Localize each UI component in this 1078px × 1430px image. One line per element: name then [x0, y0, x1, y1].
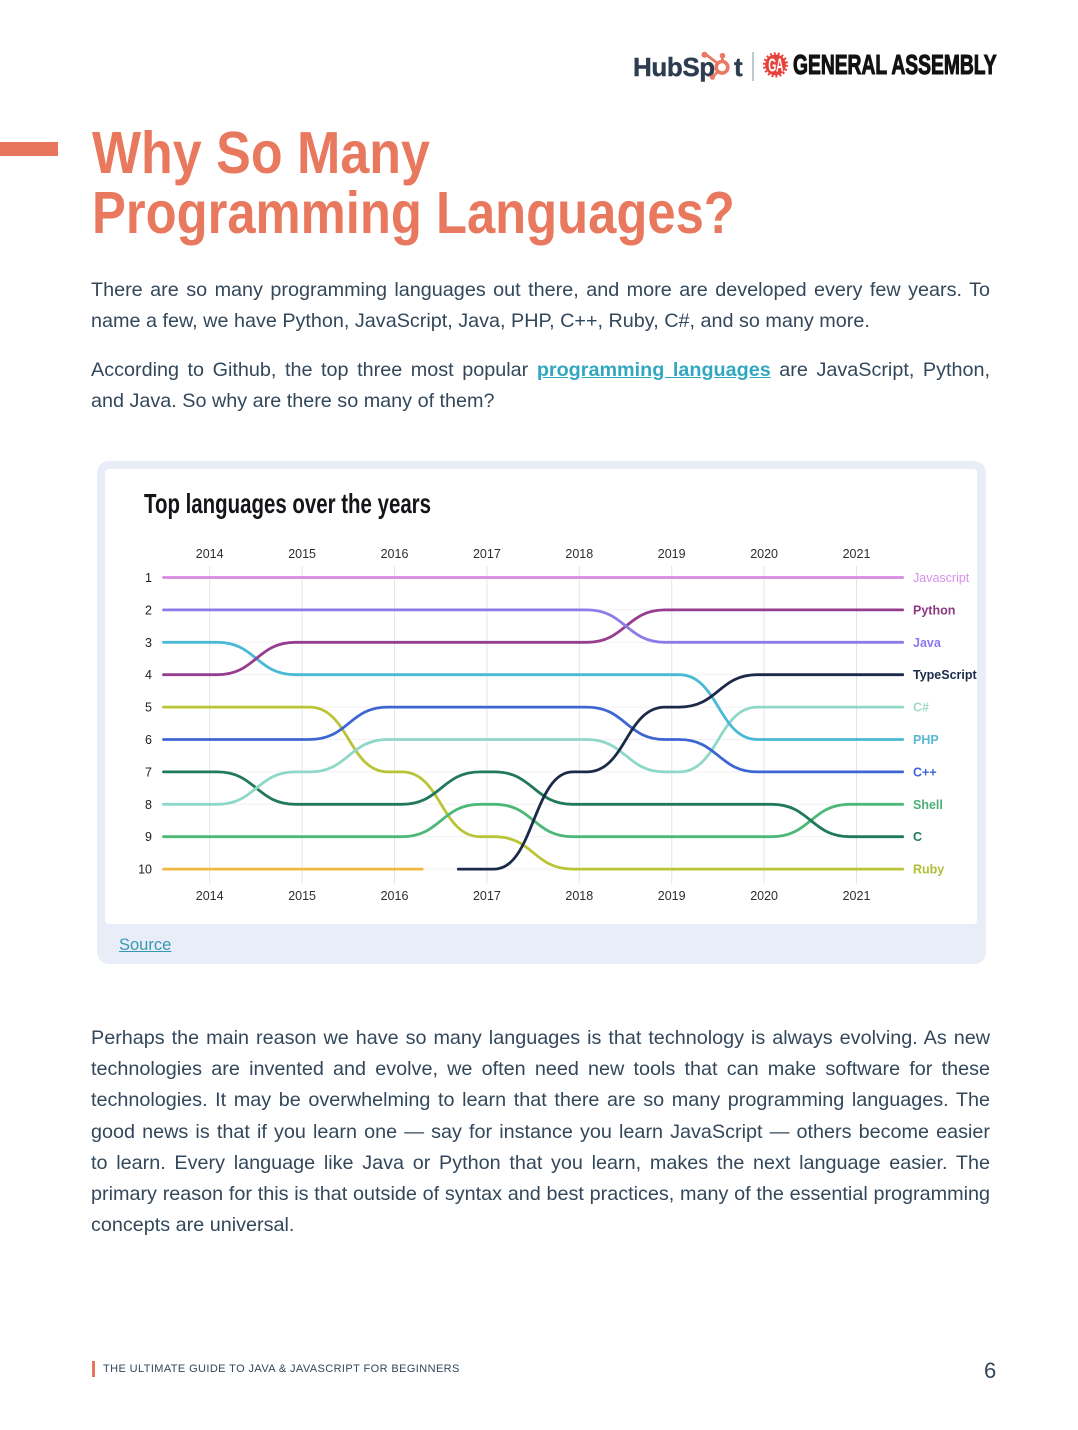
svg-text:10: 10	[138, 863, 152, 877]
svg-text:Ruby: Ruby	[913, 863, 944, 877]
svg-text:C++: C++	[913, 765, 937, 779]
svg-text:2017: 2017	[473, 547, 501, 561]
svg-text:2020: 2020	[750, 547, 778, 561]
svg-text:PHP: PHP	[913, 733, 939, 747]
svg-text:5: 5	[145, 701, 152, 715]
svg-text:2021: 2021	[843, 547, 871, 561]
svg-text:GA: GA	[768, 55, 783, 76]
svg-text:C: C	[913, 830, 922, 844]
svg-text:2018: 2018	[565, 889, 593, 903]
svg-text:2017: 2017	[473, 889, 501, 903]
svg-text:2015: 2015	[288, 547, 316, 561]
svg-text:2014: 2014	[196, 889, 224, 903]
svg-text:Javascript: Javascript	[913, 571, 970, 585]
svg-text:4: 4	[145, 668, 152, 682]
svg-text:1: 1	[145, 571, 152, 585]
svg-text:2021: 2021	[843, 889, 871, 903]
svg-text:2: 2	[145, 603, 152, 617]
svg-text:8: 8	[145, 798, 152, 812]
svg-text:Shell: Shell	[913, 798, 943, 812]
svg-text:2014: 2014	[196, 547, 224, 561]
svg-text:2018: 2018	[565, 547, 593, 561]
svg-text:7: 7	[145, 765, 152, 779]
svg-text:TypeScript: TypeScript	[913, 668, 977, 682]
svg-text:2016: 2016	[381, 547, 409, 561]
svg-text:Python: Python	[913, 603, 955, 617]
svg-text:Java: Java	[913, 636, 942, 650]
svg-text:C#: C#	[913, 701, 929, 715]
svg-text:2019: 2019	[658, 889, 686, 903]
svg-text:2016: 2016	[381, 889, 409, 903]
svg-text:6: 6	[145, 733, 152, 747]
svg-text:3: 3	[145, 636, 152, 650]
svg-text:9: 9	[145, 830, 152, 844]
svg-text:2019: 2019	[658, 547, 686, 561]
svg-text:2015: 2015	[288, 889, 316, 903]
svg-text:2020: 2020	[750, 889, 778, 903]
